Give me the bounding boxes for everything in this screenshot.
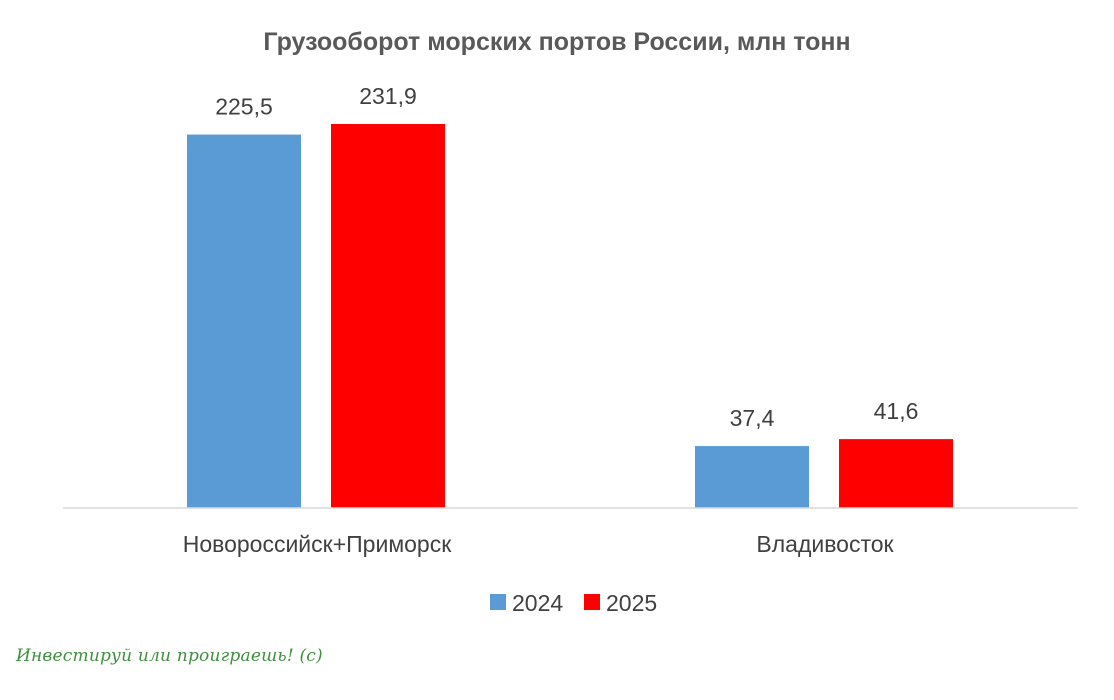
watermark-signature: Инвестируй или проиграешь! (с) xyxy=(16,646,323,666)
data-label-2025-0: 231,9 xyxy=(359,83,417,109)
legend-swatch-2024 xyxy=(490,594,506,610)
legend-label-2025: 2025 xyxy=(606,590,657,616)
legend: 2024 2025 xyxy=(490,590,657,616)
bar-2025-0 xyxy=(331,124,445,508)
bar-2025-1 xyxy=(839,439,953,508)
legend-label-2024: 2024 xyxy=(512,590,563,616)
data-label-2025-1: 41,6 xyxy=(874,398,919,424)
data-labels-group: 225,5 231,9 37,4 41,6 xyxy=(215,83,918,431)
category-label-1: Владивосток xyxy=(756,531,894,557)
bar-2024-0 xyxy=(187,134,301,509)
legend-swatch-2025 xyxy=(584,594,600,610)
bars-group xyxy=(187,124,953,509)
bar-2024-1 xyxy=(695,446,809,508)
chart-title: Грузооборот морских портов России, млн т… xyxy=(263,28,850,56)
data-label-2024-0: 225,5 xyxy=(215,94,273,120)
category-labels-group: Новороссийск+Приморск Владивосток xyxy=(183,531,895,557)
data-label-2024-1: 37,4 xyxy=(730,405,775,431)
category-label-0: Новороссийск+Приморск xyxy=(183,531,452,557)
